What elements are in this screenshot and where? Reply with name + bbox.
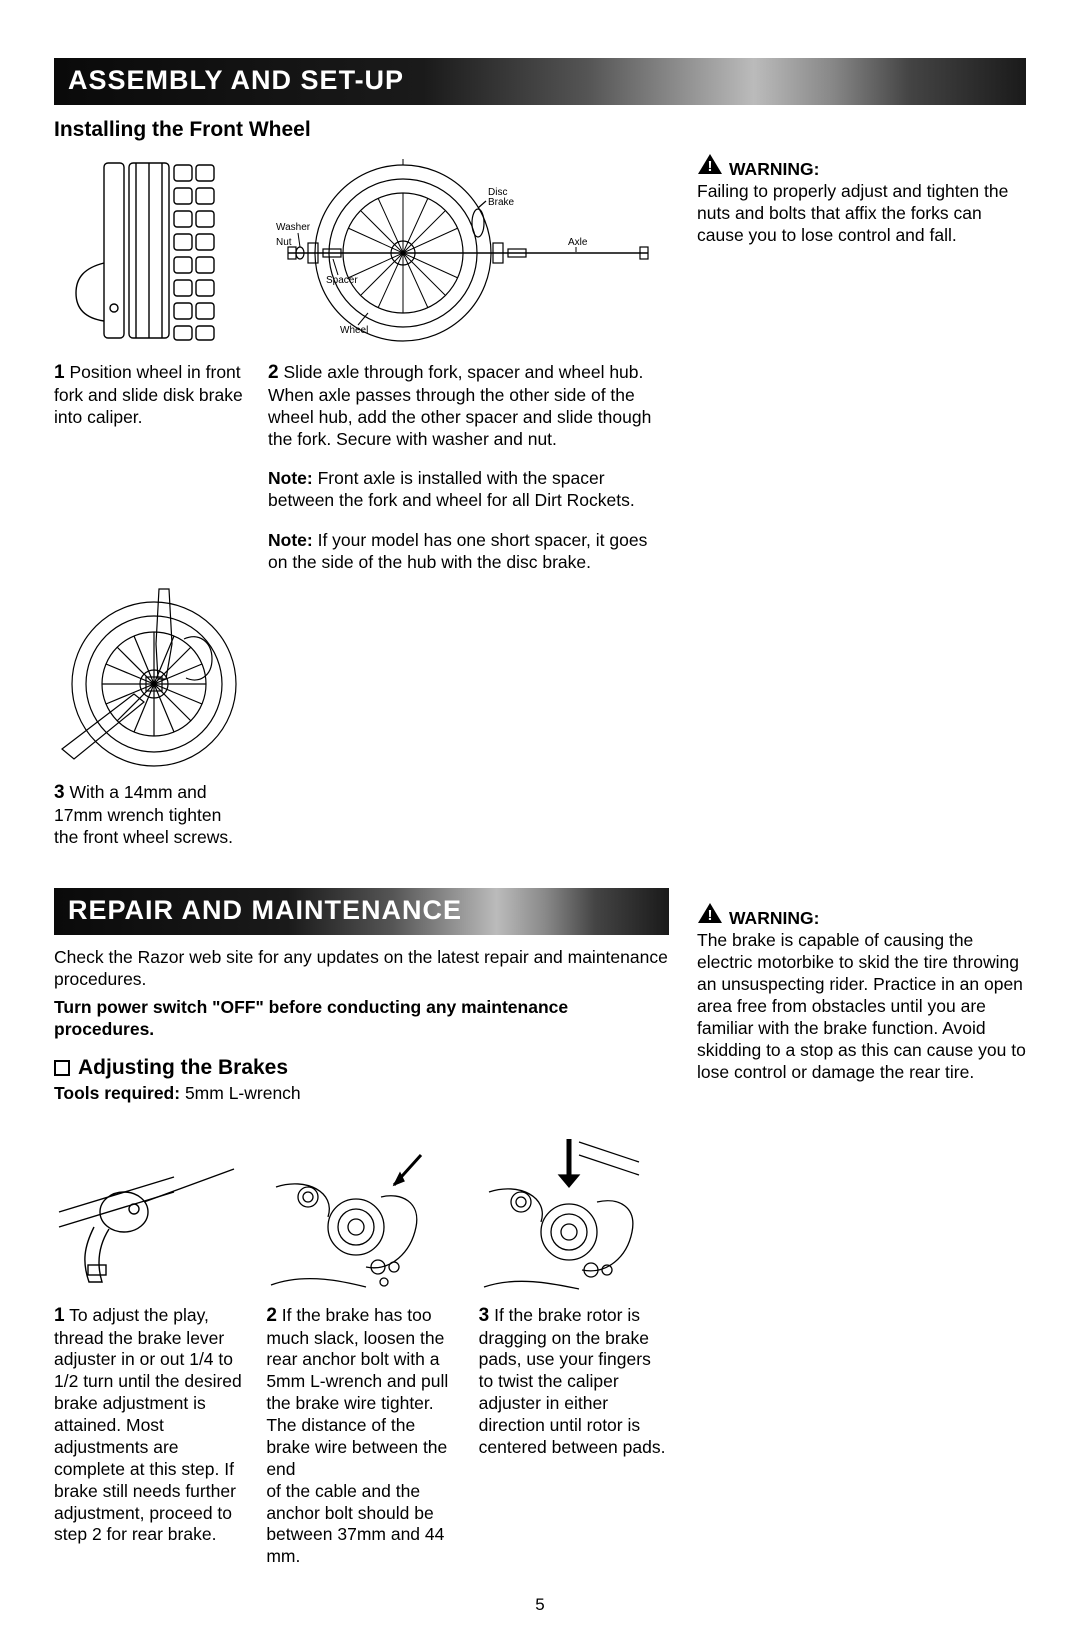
warning-text: Failing to properly adjust and tighten t…: [697, 181, 1026, 247]
brake-step2: 2 If the brake has too much slack, loose…: [266, 1137, 456, 1568]
brake-step3: 3 If the brake rotor is dragging on the …: [479, 1137, 669, 1568]
warning-icon: !: [697, 153, 723, 175]
step1-col: [54, 153, 246, 343]
brake-steps-row: 1 To adjust the play, thread the brake l…: [54, 1137, 669, 1568]
step3-row: 3 With a 14mm and 17mm wrench tighten th…: [54, 584, 669, 849]
svg-text:Brake: Brake: [488, 197, 515, 208]
spacer-label: Spacer: [326, 275, 358, 286]
warning-label: WARNING:: [729, 159, 819, 181]
nut-label: Nut: [276, 237, 292, 248]
power-off-line: Turn power switch "OFF" before conductin…: [54, 997, 669, 1041]
step1-text: 1 Position wheel in front fork and slide…: [54, 349, 246, 574]
page-number: 5: [54, 1594, 1026, 1615]
brake-step3-text: 3 If the brake rotor is dragging on the …: [479, 1304, 669, 1459]
step3-col: 3 With a 14mm and 17mm wrench tighten th…: [54, 584, 246, 849]
repair-intro: Check the Razor web site for any updates…: [54, 947, 669, 991]
brake-lever-diagram: [54, 1137, 239, 1292]
warning-label: WARNING:: [729, 908, 819, 930]
repair-warning: ! WARNING: The brake is capable of causi…: [697, 902, 1026, 1083]
step2-col: Disc Brake Washer Nut Spacer Wheel Axle: [268, 153, 669, 343]
washer-label: Washer: [276, 222, 311, 233]
axle-label: Axle: [568, 237, 588, 248]
tools-required: Tools required: 5mm L-wrench: [54, 1083, 669, 1105]
installing-front-wheel-heading: Installing the Front Wheel: [54, 117, 1026, 143]
note2: Note: If your model has one short spacer…: [268, 530, 669, 574]
assembly-row: Disc Brake Washer Nut Spacer Wheel Axle: [54, 153, 1026, 854]
step2-paragraph: 2 Slide axle through fork, spacer and wh…: [268, 361, 669, 450]
brake-step2-text: 2 If the brake has too much slack, loose…: [266, 1304, 456, 1568]
brake-step1: 1 To adjust the play, thread the brake l…: [54, 1137, 244, 1568]
assembly-section-header: ASSEMBLY AND SET-UP: [54, 58, 1026, 105]
assembly-diagrams-row: Disc Brake Washer Nut Spacer Wheel Axle: [54, 153, 669, 343]
repair-section-header: REPAIR AND MAINTENANCE: [54, 888, 669, 935]
warning-text: The brake is capable of causing the elec…: [697, 930, 1026, 1083]
brake-step1-text: 1 To adjust the play, thread the brake l…: [54, 1304, 244, 1547]
wheel-label: Wheel: [340, 325, 368, 336]
step2-text: 2 Slide axle through fork, spacer and wh…: [268, 349, 669, 574]
assembly-step-text-row: 1 Position wheel in front fork and slide…: [54, 349, 669, 574]
adjusting-brakes-heading: Adjusting the Brakes: [54, 1055, 669, 1081]
checkbox-icon: [54, 1060, 70, 1076]
brake-anchor-diagram: [266, 1137, 451, 1292]
svg-text:!: !: [708, 907, 713, 924]
brake-caliper-diagram: [479, 1137, 664, 1292]
step3-paragraph: 3 With a 14mm and 17mm wrench tighten th…: [54, 781, 246, 849]
fork-diagram: [54, 153, 234, 343]
note1: Note: Front axle is installed with the s…: [268, 468, 669, 512]
step1-paragraph: 1 Position wheel in front fork and slide…: [54, 361, 246, 429]
repair-warning-col: ! WARNING: The brake is capable of causi…: [687, 888, 1026, 1568]
warning-icon: !: [697, 902, 723, 924]
repair-content: REPAIR AND MAINTENANCE Check the Razor w…: [54, 888, 669, 1568]
svg-text:!: !: [708, 158, 713, 175]
wheel-axle-diagram: Disc Brake Washer Nut Spacer Wheel Axle: [268, 153, 658, 343]
assembly-warning: ! WARNING: Failing to properly adjust an…: [697, 153, 1026, 247]
assembly-warning-col: ! WARNING: Failing to properly adjust an…: [687, 153, 1026, 854]
repair-row-wrapper: REPAIR AND MAINTENANCE Check the Razor w…: [54, 888, 1026, 1568]
tighten-diagram: [54, 584, 244, 769]
assembly-content: Disc Brake Washer Nut Spacer Wheel Axle: [54, 153, 669, 854]
